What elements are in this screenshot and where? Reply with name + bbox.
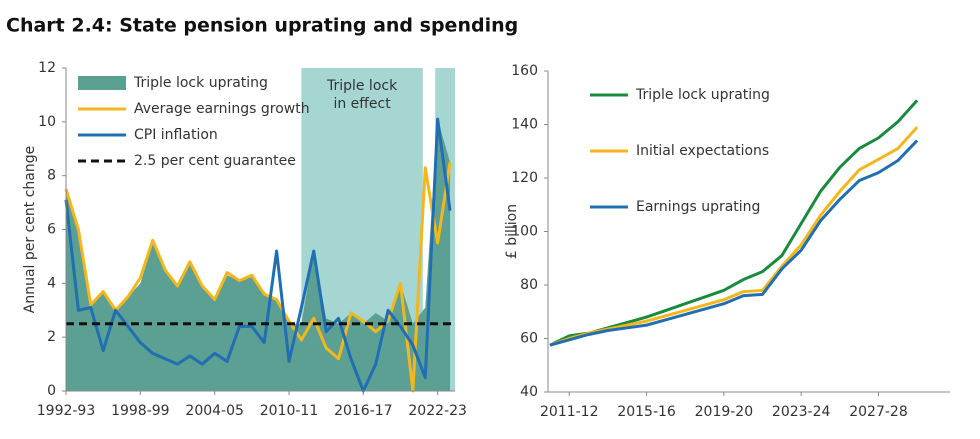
y-tick-label: 6 bbox=[47, 222, 56, 238]
y-tick-label: 4 bbox=[47, 275, 56, 291]
x-tick-label: 2019-20 bbox=[695, 404, 754, 420]
y-tick-label: 120 bbox=[511, 170, 538, 186]
x-tick-label: 2004-05 bbox=[185, 403, 244, 419]
line bbox=[549, 139, 919, 347]
y-tick-label: 8 bbox=[47, 168, 56, 184]
line bbox=[549, 99, 919, 347]
legend-label: Initial expectations bbox=[636, 143, 769, 159]
x-tick-label: 2010-11 bbox=[260, 403, 319, 419]
legend-label: CPI inflation bbox=[134, 127, 218, 143]
legend-label: Triple lock uprating bbox=[635, 87, 770, 103]
line bbox=[64, 117, 452, 393]
annotation: in effect bbox=[333, 96, 391, 112]
annotation: Triple lock bbox=[326, 78, 398, 94]
legend-label: Triple lock uprating bbox=[133, 75, 268, 91]
x-tick-label: 2015-16 bbox=[617, 404, 676, 420]
y-tick-label: 60 bbox=[520, 331, 538, 347]
legend-label: Average earnings growth bbox=[134, 101, 310, 117]
x-tick-label: 2027-28 bbox=[849, 404, 908, 420]
y-tick-label: 0 bbox=[47, 383, 56, 399]
y-axis-label: £ billion bbox=[504, 204, 520, 259]
x-tick-label: 1998-99 bbox=[111, 403, 170, 419]
y-tick-label: 140 bbox=[511, 117, 538, 133]
y-tick-label: 10 bbox=[38, 114, 56, 130]
x-tick-label: 1992-93 bbox=[37, 403, 96, 419]
line bbox=[549, 126, 919, 347]
y-tick-label: 40 bbox=[520, 384, 538, 400]
x-tick-label: 2016-17 bbox=[334, 403, 393, 419]
x-tick-label: 2023-24 bbox=[772, 404, 831, 420]
legend-label: Earnings uprating bbox=[636, 199, 760, 215]
y-tick-label: 80 bbox=[520, 277, 538, 293]
y-tick-label: 100 bbox=[511, 224, 538, 240]
y-tick-label: 2 bbox=[47, 329, 56, 345]
x-tick-label: 2022-23 bbox=[408, 403, 467, 419]
y-tick-label: 160 bbox=[511, 63, 538, 79]
legend-swatch bbox=[78, 76, 126, 90]
x-tick-label: 2011-12 bbox=[540, 404, 599, 420]
figure-title: Chart 2.4: State pension uprating and sp… bbox=[6, 15, 518, 37]
legend-label: 2.5 per cent guarantee bbox=[134, 153, 296, 169]
y-tick-label: 12 bbox=[38, 60, 56, 76]
y-axis-label: Annual per cent change bbox=[22, 146, 38, 313]
